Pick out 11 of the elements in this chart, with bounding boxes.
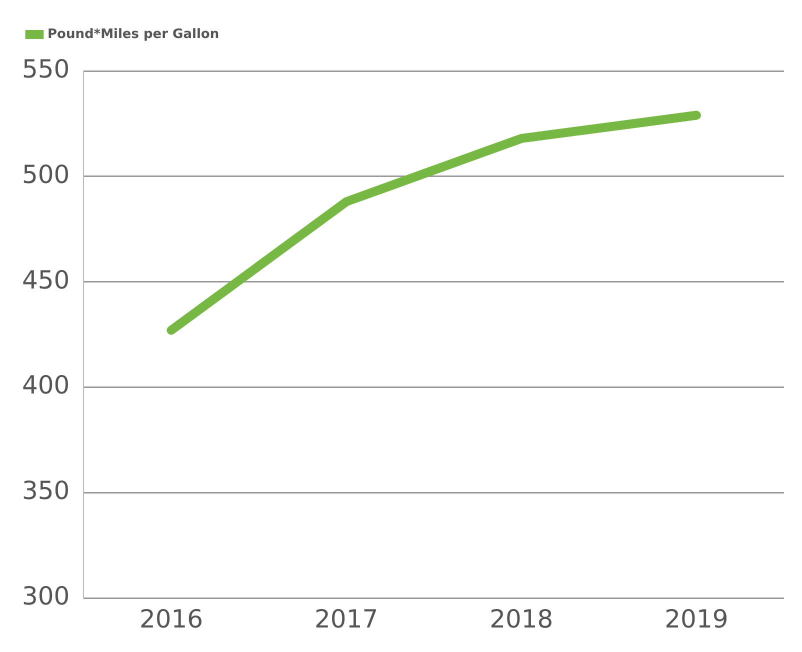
y-tick-label: 550	[22, 54, 70, 84]
x-tick-label: 2016	[139, 604, 204, 634]
y-tick-label: 450	[22, 265, 70, 294]
y-tick-label: 350	[22, 476, 70, 506]
x-tick-label: 2019	[664, 604, 728, 634]
x-tick-label: 2017	[314, 604, 378, 634]
legend-label: Pound*Miles per Gallon	[48, 26, 220, 42]
y-tick-label: 300	[22, 582, 70, 610]
y-tick-label: 500	[22, 160, 70, 189]
y-tick-label: 400	[22, 370, 70, 400]
x-tick-label: 2018	[490, 604, 554, 634]
